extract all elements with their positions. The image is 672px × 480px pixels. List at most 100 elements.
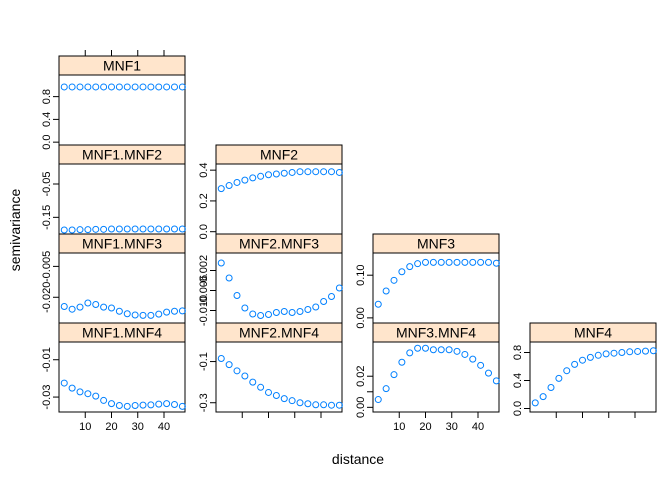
panel-title: MNF3.MNF4 xyxy=(396,325,476,341)
y-tick-label: 0.00 xyxy=(355,397,367,418)
data-point xyxy=(296,308,304,315)
data-point xyxy=(60,303,68,311)
data-point xyxy=(115,307,123,315)
data-point xyxy=(288,309,296,316)
data-point xyxy=(304,400,312,408)
data-point xyxy=(147,83,155,91)
data-point xyxy=(92,225,100,233)
data-point xyxy=(92,83,100,91)
data-point xyxy=(115,401,123,409)
y-tick-label: 0.2 xyxy=(198,193,210,208)
data-point xyxy=(422,258,429,266)
data-point xyxy=(241,372,249,380)
data-point xyxy=(178,402,186,410)
data-point xyxy=(171,401,178,409)
data-point xyxy=(139,311,147,319)
data-point xyxy=(92,392,100,400)
data-point xyxy=(280,169,288,177)
data-point xyxy=(131,311,139,319)
data-point xyxy=(547,384,555,391)
data-point xyxy=(414,260,422,268)
data-point xyxy=(390,371,398,379)
data-point xyxy=(217,259,225,267)
data-point xyxy=(155,83,163,91)
data-point xyxy=(390,276,398,284)
data-point xyxy=(139,83,147,91)
data-point xyxy=(328,293,335,300)
x-tick-label: 20 xyxy=(105,421,117,433)
data-point xyxy=(123,83,131,91)
panel-frame xyxy=(215,341,343,413)
y-tick-label: -0.1 xyxy=(198,352,210,371)
data-point xyxy=(626,348,634,356)
panels-layer: MNF1 0.0 0.4 0.8 MNF1.MNF2 -0.15 -0.05 MNF1.MNF… xyxy=(41,50,657,433)
data-point xyxy=(312,303,320,311)
y-tick-label: 0.0 xyxy=(41,135,53,150)
data-point xyxy=(100,83,108,91)
data-point xyxy=(539,393,547,401)
data-point xyxy=(265,311,272,318)
y-tick-label: -0.005 xyxy=(41,251,53,282)
data-point xyxy=(76,303,84,311)
data-point xyxy=(241,304,249,312)
data-point xyxy=(453,258,461,266)
panel-frame xyxy=(58,163,186,235)
data-point xyxy=(115,225,123,233)
data-point xyxy=(123,310,131,318)
data-point xyxy=(100,396,108,404)
data-point xyxy=(320,401,328,409)
data-point xyxy=(76,83,84,91)
data-point xyxy=(610,349,618,357)
data-point xyxy=(374,300,382,308)
data-point xyxy=(257,383,265,391)
data-point xyxy=(618,349,626,356)
data-point xyxy=(280,308,288,315)
data-point xyxy=(492,259,500,267)
data-point xyxy=(84,390,92,398)
data-point xyxy=(178,307,186,315)
x-tick-label: 40 xyxy=(158,421,170,433)
data-point xyxy=(469,258,477,266)
y-tick-label: 0.4 xyxy=(198,163,210,178)
data-point xyxy=(335,284,343,292)
y-tick-label: -0.020 xyxy=(41,282,53,313)
panel-title: MNF2.MNF3 xyxy=(239,236,319,252)
y-tick-label: 0.8 xyxy=(512,345,524,360)
data-point xyxy=(147,401,155,409)
y-tick-label: -0.15 xyxy=(41,205,53,230)
data-point xyxy=(602,350,610,358)
data-point xyxy=(84,83,92,91)
data-point xyxy=(241,176,249,184)
data-point xyxy=(485,258,492,266)
data-point xyxy=(272,309,280,316)
y-tick-label: 0.00 xyxy=(355,307,367,328)
data-point xyxy=(68,226,76,234)
data-point xyxy=(461,258,469,266)
data-point xyxy=(225,274,233,282)
y-tick-label: 0.0 xyxy=(512,401,524,416)
y-tick-label: -0.010 xyxy=(198,295,210,326)
panel-title: MNF1.MNF3 xyxy=(82,236,162,252)
y-tick-label: -0.03 xyxy=(41,385,53,410)
data-point xyxy=(108,225,115,233)
data-point xyxy=(288,397,296,405)
data-point xyxy=(265,171,272,179)
data-point xyxy=(445,258,453,266)
data-point xyxy=(100,225,108,233)
y-tick-label: -0.002 xyxy=(198,255,210,286)
data-point xyxy=(257,312,265,319)
data-point xyxy=(131,401,139,409)
data-point xyxy=(123,225,131,233)
data-point xyxy=(60,83,68,91)
x-tick-label: 20 xyxy=(419,421,431,433)
data-point xyxy=(320,168,328,176)
data-point xyxy=(406,349,414,357)
y-tick-label: -0.006 xyxy=(198,275,210,306)
data-point xyxy=(437,258,445,266)
data-point xyxy=(178,83,186,91)
data-point xyxy=(84,299,92,307)
data-point xyxy=(233,178,241,186)
data-point xyxy=(100,303,108,311)
y-axis-label: semivariance xyxy=(7,189,23,272)
